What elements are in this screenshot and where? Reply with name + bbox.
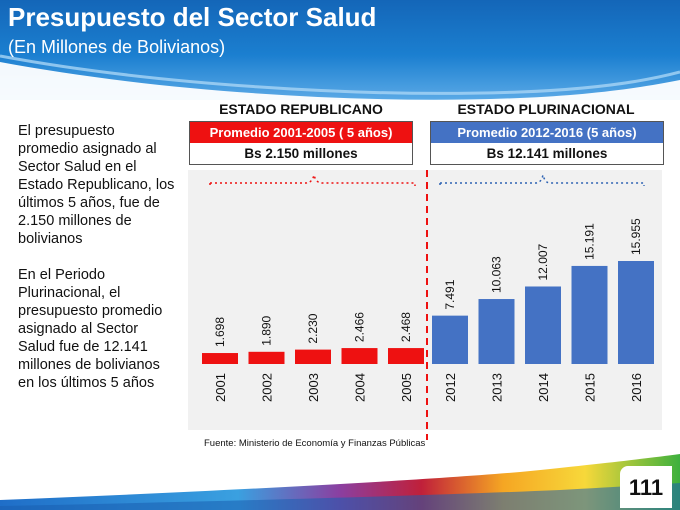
category-label-2015: 2015 (583, 373, 598, 402)
value-label-2004: 2.466 (353, 312, 367, 342)
bar-series: 1.698 2001 1.890 2002 2.230 2003 2.466 2004 2.46… (202, 218, 654, 402)
page-title: Presupuesto del Sector Salud (8, 2, 377, 32)
category-label-2001: 2001 (213, 373, 228, 402)
header-banner: Presupuesto del Sector Salud (En Millone… (0, 0, 680, 100)
category-label-2005: 2005 (399, 373, 414, 402)
republicano-average-label: Promedio 2001-2005 ( 5 años) (190, 122, 412, 143)
value-label-2012: 7.491 (443, 279, 457, 309)
bar-2002 (248, 351, 285, 364)
plurinacional-average-value: Bs 12.141 millones (486, 146, 608, 161)
bar-2016 (618, 261, 654, 364)
bar-2013 (478, 299, 515, 364)
category-label-2016: 2016 (629, 373, 644, 402)
footer-decoration (0, 454, 680, 510)
category-label-2014: 2014 (536, 373, 551, 402)
category-label-2012: 2012 (443, 373, 458, 402)
value-label-2003: 2.230 (306, 313, 320, 343)
value-label-2015: 15.191 (583, 223, 597, 260)
category-label-2013: 2013 (490, 373, 505, 402)
bar-2014 (525, 286, 561, 364)
republicano-title: ESTADO REPUBLICANO (219, 101, 383, 117)
bar-2015 (571, 265, 608, 364)
plurinacional-title: ESTADO PLURINACIONAL (457, 101, 635, 117)
page-number: 111 (620, 466, 672, 508)
republicano-summary-text: El presupuesto promedio asignado al Sect… (18, 123, 175, 247)
page-subtitle: (En Millones de Bolivianos) (8, 37, 226, 57)
value-label-2014: 12.007 (536, 243, 550, 280)
value-label-2002: 1.890 (260, 315, 274, 345)
header-decoration (0, 54, 680, 100)
category-label-2003: 2003 (306, 373, 321, 402)
value-label-2001: 1.698 (213, 317, 227, 347)
bar-2012 (432, 315, 468, 364)
category-label-2004: 2004 (353, 373, 368, 402)
bar-2003 (295, 349, 331, 364)
republicano-average-value: Bs 2.150 millones (244, 146, 358, 161)
republicano-average-box: Promedio 2001-2005 ( 5 años) Bs 2.150 mi… (189, 121, 413, 165)
plurinacional-average-box: Promedio 2012-2016 (5 años) Bs 12.141 mi… (430, 121, 664, 165)
plurinacional-summary-text: En el Periodo Plurinacional, el presupue… (18, 267, 163, 391)
value-label-2016: 15.955 (629, 218, 643, 255)
value-label-2013: 10.063 (490, 256, 504, 293)
value-label-2005: 2.468 (399, 312, 413, 342)
plurinacional-average-label: Promedio 2012-2016 (5 años) (431, 122, 663, 143)
bar-2001 (202, 353, 238, 364)
bar-2005 (388, 348, 424, 364)
category-label-2002: 2002 (260, 373, 275, 402)
bar-2004 (341, 348, 378, 364)
source-note: Fuente: Ministerio de Economía y Finanza… (204, 438, 426, 449)
